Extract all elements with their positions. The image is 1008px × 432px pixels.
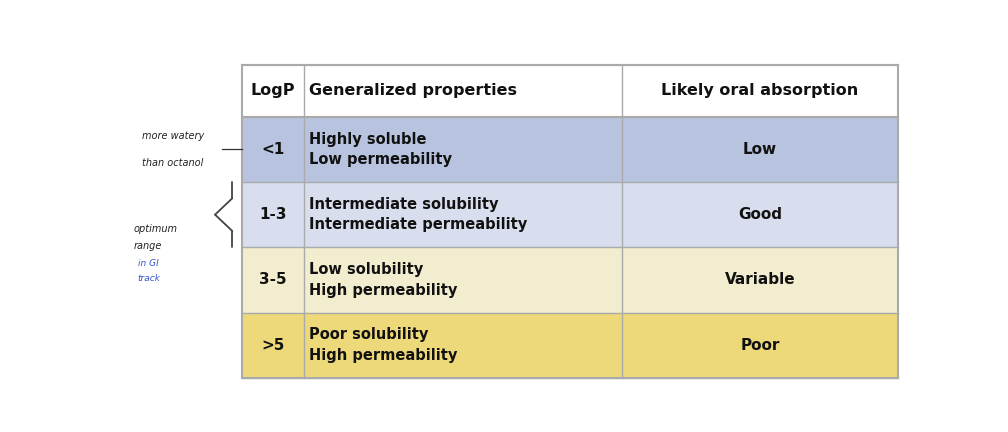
- Text: Poor solubility
High permeability: Poor solubility High permeability: [309, 327, 458, 363]
- Text: >5: >5: [261, 338, 284, 353]
- Text: Highly soluble
Low permeability: Highly soluble Low permeability: [309, 132, 453, 167]
- Text: Low: Low: [743, 142, 777, 157]
- Text: Poor: Poor: [740, 338, 780, 353]
- Text: in GI: in GI: [138, 259, 158, 268]
- Text: than octanol: than octanol: [141, 158, 203, 168]
- Text: Low solubility
High permeability: Low solubility High permeability: [309, 262, 458, 298]
- Bar: [242, 65, 898, 378]
- Text: <1: <1: [261, 142, 284, 157]
- Text: track: track: [138, 274, 160, 283]
- Text: 1-3: 1-3: [259, 207, 286, 222]
- Bar: [242, 247, 898, 313]
- Text: Variable: Variable: [725, 273, 795, 287]
- Text: more watery: more watery: [141, 131, 204, 141]
- Text: Good: Good: [738, 207, 782, 222]
- Text: Intermediate solubility
Intermediate permeability: Intermediate solubility Intermediate per…: [309, 197, 527, 232]
- Bar: [242, 117, 898, 182]
- Text: Likely oral absorption: Likely oral absorption: [661, 83, 859, 98]
- Text: 3-5: 3-5: [259, 273, 286, 287]
- Text: range: range: [134, 241, 162, 251]
- Text: LogP: LogP: [251, 83, 295, 98]
- Text: optimum: optimum: [134, 224, 177, 234]
- Bar: [242, 313, 898, 378]
- Bar: [242, 65, 898, 117]
- Bar: [242, 182, 898, 247]
- Text: Generalized properties: Generalized properties: [309, 83, 517, 98]
